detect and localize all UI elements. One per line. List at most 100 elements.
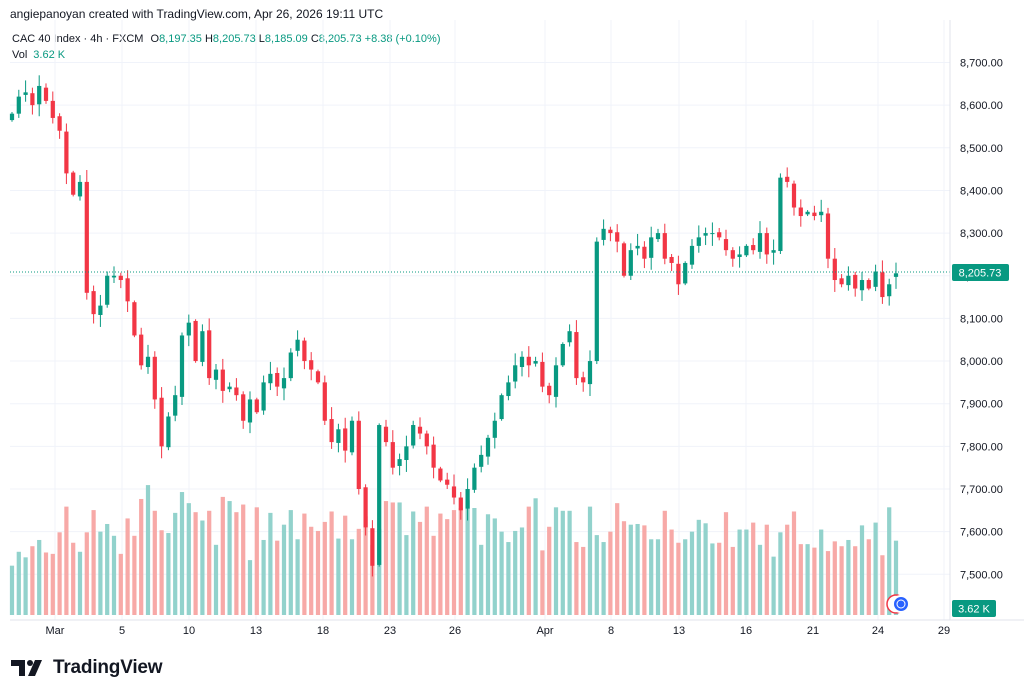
candle-body (492, 420, 497, 438)
candle-body (322, 382, 327, 421)
candle-body (676, 263, 681, 285)
volume-bar (825, 551, 831, 615)
candle-body (791, 183, 797, 208)
volume-bar (200, 520, 205, 615)
volume-bar (64, 506, 69, 615)
volume-bar (526, 506, 531, 615)
volume-bar (771, 556, 776, 615)
event-marker-icon[interactable] (886, 594, 910, 614)
volume-legend[interactable]: Vol 3.62 K (12, 49, 65, 61)
volume-bar (417, 521, 423, 615)
tradingview-logo[interactable]: TradingView (11, 657, 163, 679)
price-axis[interactable]: 8,700.00 8,600.00 8,500.00 8,400.00 8,300.00… (960, 58, 1003, 582)
volume-bar (261, 539, 266, 615)
time-tick-label: 24 (872, 625, 884, 637)
volume-bar (751, 522, 756, 615)
time-tick-label: 21 (807, 625, 819, 637)
candle-body (553, 365, 559, 397)
volume-badge (952, 600, 996, 617)
volume-bar (390, 502, 395, 615)
candle-body (111, 275, 117, 278)
volume-bar (873, 522, 878, 615)
volume-bar (513, 530, 518, 615)
candle-body (628, 250, 633, 276)
candle-body (445, 479, 450, 485)
volume-bar (50, 553, 55, 615)
candle-body (336, 429, 341, 443)
candle-body (839, 278, 844, 285)
candle-body (16, 96, 21, 114)
candle-body (846, 275, 851, 286)
volume-bar (451, 510, 457, 615)
volume-bar (152, 510, 157, 615)
volume-bar (832, 541, 837, 615)
volume-bar (710, 543, 715, 615)
volume-bar (764, 524, 769, 615)
candle-body (798, 207, 803, 217)
price-tick-label: 8,500.00 (960, 143, 1003, 155)
volume-bar (98, 531, 103, 615)
time-tick-label: 23 (384, 625, 396, 637)
volume-bar (281, 524, 287, 615)
candle-body (261, 382, 266, 411)
volume-bar (71, 542, 76, 615)
candle-body (431, 444, 436, 468)
volume-bar (757, 544, 763, 615)
candle-body (458, 497, 463, 511)
time-axis[interactable]: Mar 5 10 13 18 23 26 Apr 8 13 16 21 24 29 (46, 625, 951, 637)
candle-body (499, 395, 504, 420)
candle-body (662, 233, 667, 259)
volume-bar (37, 539, 42, 615)
candle-body (77, 181, 83, 197)
candle-body (37, 85, 42, 105)
price-tick-label: 7,800.00 (960, 441, 1003, 453)
volume-bar (404, 535, 409, 615)
candle-body (23, 92, 28, 95)
volume-bar (866, 539, 871, 615)
candle-body (764, 233, 769, 255)
volume-bar (839, 546, 844, 615)
symbol-legend[interactable]: CAC 40 Index · 4h · FXCM O8,197.35 H8,20… (12, 33, 441, 45)
candle-body (227, 386, 232, 390)
volume-bar (234, 512, 239, 615)
time-tick-label: 16 (740, 625, 752, 637)
volume-bar (499, 531, 504, 615)
volume-bar (547, 526, 552, 615)
candle-body (689, 245, 695, 265)
candle-body (621, 243, 627, 276)
volume-bar (349, 539, 355, 615)
volume-bar (723, 512, 729, 615)
candle-body (547, 385, 552, 396)
candle-body (887, 284, 892, 297)
volume-bar (213, 544, 219, 615)
candle-body (193, 320, 198, 362)
volume-bar (628, 524, 633, 615)
volume-bar (268, 512, 273, 615)
candle-body (98, 305, 103, 315)
volume-bar (57, 532, 62, 615)
volume-label: Vol (12, 49, 28, 61)
candle-body (179, 335, 185, 397)
last-price-badge (952, 264, 1009, 281)
volume-bar (302, 513, 307, 615)
volume-bar (744, 529, 749, 615)
candle-body (655, 233, 661, 240)
price-tick-label: 7,600.00 (960, 527, 1003, 539)
volume-bar (125, 518, 130, 615)
symbol-title[interactable]: CAC 40 Index · 4h · FXCM (12, 33, 144, 45)
volume-bar (105, 523, 110, 615)
low-label: L (258, 33, 265, 45)
candle-body (465, 489, 470, 509)
volume-bar (798, 544, 803, 615)
volume-value: 3.62 K (33, 49, 66, 61)
candle-body (703, 233, 708, 236)
volume-bar (737, 529, 742, 615)
price-chart[interactable]: 8,700.00 8,600.00 8,500.00 8,400.00 8,300.00… (0, 0, 1024, 640)
price-tick-label: 7,500.00 (960, 569, 1003, 581)
candle-body (329, 419, 334, 443)
candle-body (635, 245, 640, 249)
time-tick-label: 13 (250, 625, 262, 637)
candle-body (866, 280, 871, 289)
candle-body (587, 361, 593, 385)
candle-body (275, 372, 280, 387)
